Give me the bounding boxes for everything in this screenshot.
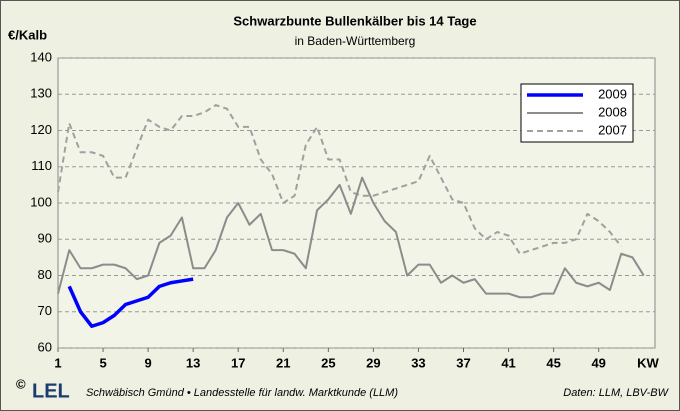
x-tick-label: 37 <box>456 355 470 370</box>
line-series <box>57 104 622 255</box>
legend-label: 2008 <box>598 104 627 119</box>
logo: LEL <box>32 380 70 402</box>
x-tick-label: 17 <box>231 355 245 370</box>
copyright: © <box>16 376 26 391</box>
x-tick-label: 33 <box>411 355 425 370</box>
y-tick-label: 110 <box>31 158 52 173</box>
x-tick-label: 29 <box>366 355 380 370</box>
y-tick-label: 120 <box>30 122 52 137</box>
x-tick-label: 5 <box>99 355 106 370</box>
line-series <box>57 176 645 299</box>
data-source: Daten: LLM, LBV-BW <box>563 387 669 399</box>
x-tick-label: 9 <box>144 355 151 370</box>
source: Schwäbisch Gmünd • Landesstelle für land… <box>86 387 398 399</box>
y-tick-label: 90 <box>38 231 52 246</box>
x-tick-label: 21 <box>276 355 290 370</box>
y-tick-label: 60 <box>38 339 52 354</box>
x-tick-label: 25 <box>321 355 335 370</box>
y-tick-label: 130 <box>30 86 52 101</box>
x-tick-label: 41 <box>501 355 515 370</box>
line-series <box>67 277 194 328</box>
chart-subtitle: in Baden-Württemberg <box>295 34 416 48</box>
y-tick-label: 140 <box>30 49 52 64</box>
x-tick-label: 13 <box>186 355 200 370</box>
x-tick-label: 1 <box>54 355 61 370</box>
legend-label: 2009 <box>598 86 627 101</box>
chart-title: Schwarzbunte Bullenkälber bis 14 Tage <box>233 13 476 28</box>
legend-label: 2007 <box>598 122 627 137</box>
x-axis-label: KW <box>637 355 659 370</box>
y-axis-label: €/Kalb <box>8 27 47 42</box>
y-tick-label: 100 <box>30 194 52 209</box>
x-tick-label: 45 <box>546 355 560 370</box>
y-tick-label: 80 <box>38 267 52 282</box>
x-tick-label: 49 <box>591 355 605 370</box>
y-tick-label: 70 <box>38 303 52 318</box>
